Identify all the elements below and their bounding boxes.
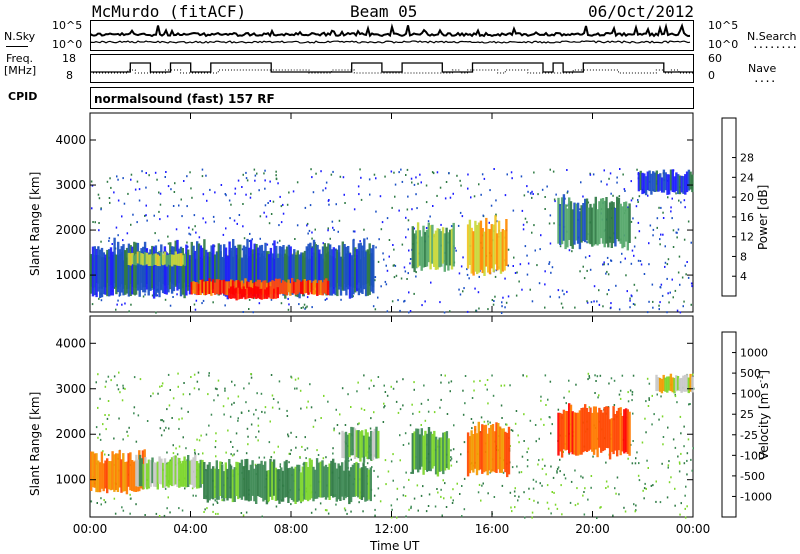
- nsearch-dot-legend: ........: [752, 38, 798, 51]
- nsearch-trace: [90, 40, 691, 44]
- power-region-1: [90, 237, 375, 300]
- velocity-ytick-label-1: 2000: [55, 427, 86, 441]
- freq-tick-low: 8: [66, 69, 73, 82]
- cpid-label: CPID: [8, 90, 38, 103]
- power-ylabel: Slant Range [km]: [28, 171, 42, 276]
- velocity-colorbar-label-main: Velocity [m s: [757, 382, 771, 460]
- velocity-colorbar-tick-label-4: -25: [740, 429, 758, 442]
- cpid-text: normalsound (fast) 157 RF: [94, 92, 275, 106]
- velocity-region-2: [203, 458, 372, 505]
- nsky-panel: [90, 20, 694, 51]
- power-colorbar-tick-label-1: 8: [740, 250, 747, 263]
- nsky-line-legend: [6, 46, 28, 47]
- power-ytick-label-3: 4000: [55, 133, 86, 147]
- velocity-region-4: [411, 427, 450, 477]
- xtick-label-0: 00:00: [73, 522, 108, 536]
- velocity-ytick-label-3: 4000: [55, 336, 86, 350]
- power-colorbar-tick-label-5: 24: [740, 171, 754, 184]
- time-xlabel: Time UT: [370, 539, 420, 553]
- nave-label: Nave: [748, 62, 777, 75]
- freq-tick-high: 18: [62, 52, 76, 65]
- velocity-ytick-label-2: 3000: [55, 382, 86, 396]
- velocity-colorbar-label-end: ]: [757, 370, 771, 375]
- nsearch-tick-low: 10^0: [708, 38, 739, 51]
- power-colorbar-tick-label-3: 16: [740, 211, 754, 224]
- xtick-label-6: 00:00: [676, 522, 711, 536]
- power-region-7: [557, 194, 631, 251]
- xtick-label-2: 08:00: [274, 522, 309, 536]
- velocity-region-5: [466, 421, 511, 478]
- nsearch-label: N.Search: [747, 30, 797, 43]
- cpid-panel: [90, 87, 694, 109]
- power-region-8: [637, 169, 694, 196]
- date-title: 06/Oct/2012: [588, 2, 694, 21]
- power-colorbar-tick-label-2: 12: [740, 231, 754, 244]
- velocity-colorbar-tick-label-3: 25: [740, 408, 754, 421]
- nave-trace: [90, 69, 694, 74]
- nave-tick-low: 0: [708, 69, 715, 82]
- power-region-5: [411, 222, 455, 273]
- power-region-6: [466, 215, 508, 276]
- velocity-region-6: [557, 403, 631, 460]
- velocity-colorbar-label-sup: -1: [756, 374, 765, 383]
- power-colorbar-frame: [721, 117, 737, 297]
- freq-trace: [90, 62, 694, 73]
- power-panel: 1000 2000 3000 4000 4 8 12 16 20 24 28: [55, 112, 754, 314]
- power-colorbar-tick-label-6: 28: [740, 152, 754, 165]
- freq-panel: [90, 54, 694, 83]
- nsky-label: N.Sky: [4, 30, 36, 43]
- velocity-colorbar-tick-label-5: -100: [740, 449, 765, 462]
- power-region-4: [127, 251, 187, 267]
- xtick-label-5: 20:00: [575, 522, 610, 536]
- velocity-colorbar-tick-label-0: 1000: [740, 347, 768, 360]
- nave-dot-legend: ....: [753, 72, 776, 85]
- power-colorbar-tick-label-0: 4: [740, 270, 747, 283]
- nsky-tick-low: 10^0: [52, 38, 83, 51]
- power-ytick-label-1: 2000: [55, 223, 86, 237]
- nsky-trace: [90, 22, 691, 38]
- power-colorbar-tick-label-4: 20: [740, 191, 754, 204]
- velocity-region-7: [655, 373, 694, 394]
- velocity-ytick-label-0: 1000: [55, 473, 86, 487]
- power-ytick-label-2: 3000: [55, 178, 86, 192]
- velocity-colorbar-tick-label-6: -500: [740, 470, 765, 483]
- freq-label: Freq.: [6, 52, 34, 65]
- velocity-colorbar-tick-label-7: -1000: [740, 490, 772, 503]
- velocity-colorbar-tick-label-2: 100: [740, 388, 761, 401]
- xtick-label-3: 12:00: [374, 522, 409, 536]
- beam-title: Beam 05: [350, 2, 418, 21]
- velocity-colorbar-tick-label-1: 500: [740, 367, 761, 380]
- nsky-tick-high: 10^5: [52, 19, 83, 32]
- power-colorbar-label: Power [dB]: [756, 184, 770, 250]
- nave-tick-high: 60: [708, 52, 722, 65]
- xtick-label-4: 16:00: [475, 522, 510, 536]
- power-ytick-label-0: 1000: [55, 268, 86, 282]
- velocity-panel: 1000 2000 3000 4000 00:00 04:00 08:00 12:00 16:0…: [55, 315, 772, 536]
- velocity-ylabel: Slant Range [km]: [28, 391, 42, 496]
- freq-unit-label: [MHz]: [4, 64, 37, 77]
- xtick-label-1: 04:00: [173, 522, 208, 536]
- velocity-region-1: [135, 454, 204, 490]
- velocity-colorbar-frame: [721, 331, 737, 518]
- nsearch-tick-high: 10^5: [708, 19, 739, 32]
- station-title: McMurdo (fitACF): [92, 2, 247, 21]
- power-region-3: [228, 285, 279, 301]
- velocity-colorbar-label: Velocity [m s-1]: [756, 370, 771, 460]
- velocity-region-3: [341, 426, 380, 463]
